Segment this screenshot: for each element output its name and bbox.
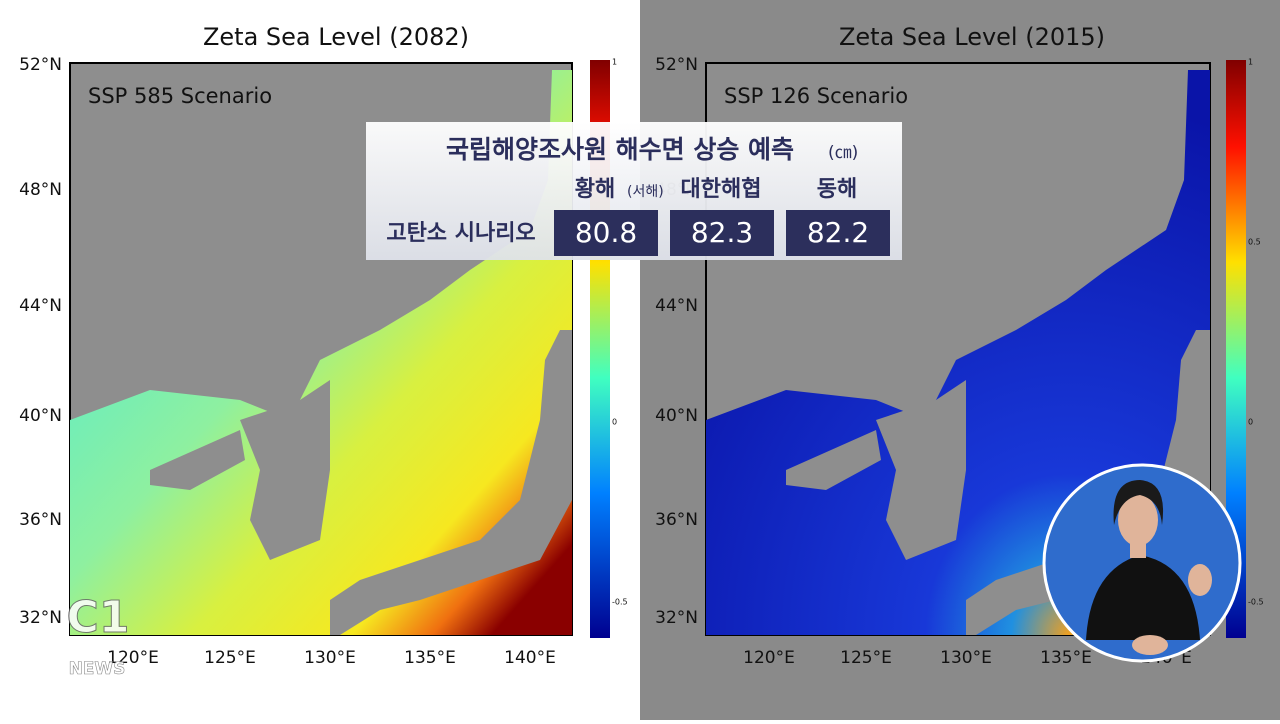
latitude-label: 36°N [19, 510, 62, 530]
logo-text: NEWS [69, 659, 126, 679]
longitude-label: 125°E [840, 648, 892, 668]
longitude-label: 120°E [743, 648, 795, 668]
map-title: Zeta Sea Level (2015) [839, 23, 1105, 51]
colorbar-tick-label: 1 [1248, 58, 1253, 67]
forecast-box: 국립해양조사원 해수면 상승 예측 (㎝) 황해 (서해) 대한해협 동해 고탄… [366, 122, 902, 260]
box-unit: (㎝) [828, 143, 858, 163]
map-title: Zeta Sea Level (2082) [203, 23, 469, 51]
latitude-label: 44°N [655, 296, 698, 316]
logo-mark: C1 [67, 592, 130, 643]
header: 대한해협 [681, 177, 762, 202]
longitude-label: 125°E [204, 648, 256, 668]
longitude-label: 120°E [107, 648, 159, 668]
interpreter-inset [1042, 463, 1242, 663]
logo: C1 NEWS [66, 592, 130, 680]
row-label: 고탄소 시나리오 [386, 221, 535, 246]
latitude-label: 52°N [19, 55, 62, 75]
box-title: 국립해양조사원 해수면 상승 예측 [446, 135, 794, 164]
value: 80.8 [575, 216, 637, 249]
latitude-label: 48°N [19, 180, 62, 200]
latitude-label: 40°N [19, 406, 62, 426]
colorbar-tick-label: -0.5 [612, 598, 628, 607]
latitude-label: 36°N [655, 510, 698, 530]
latitude-label: 32°N [655, 608, 698, 628]
value: 82.3 [691, 216, 753, 249]
longitude-label: 130°E [940, 648, 992, 668]
header: 황해 [575, 177, 615, 202]
colorbar-tick-label: 0 [612, 418, 617, 427]
longitude-label: 135°E [1040, 648, 1092, 668]
colorbar-tick-label: 0.5 [1248, 238, 1261, 247]
latitude-label: 32°N [19, 608, 62, 628]
scenario-label: SSP 126 Scenario [724, 84, 908, 108]
axis-labels: Zeta Sea Level (2082) SSP 585 Scenario 52°… [19, 23, 1263, 668]
longitude-label: 130°E [304, 648, 356, 668]
colorbar-tick-label: -0.5 [1248, 598, 1264, 607]
scenario-label: SSP 585 Scenario [88, 84, 272, 108]
latitude-label: 40°N [655, 406, 698, 426]
colorbar-tick-label: 1 [612, 58, 617, 67]
longitude-label: 135°E [404, 648, 456, 668]
latitude-label: 52°N [655, 55, 698, 75]
longitude-label: 140°E [504, 648, 556, 668]
header-note: (서해) [627, 184, 664, 200]
header: 동해 [817, 177, 857, 202]
colorbar-tick-label: 0 [1248, 418, 1253, 427]
latitude-label: 44°N [19, 296, 62, 316]
value: 82.2 [807, 216, 869, 249]
